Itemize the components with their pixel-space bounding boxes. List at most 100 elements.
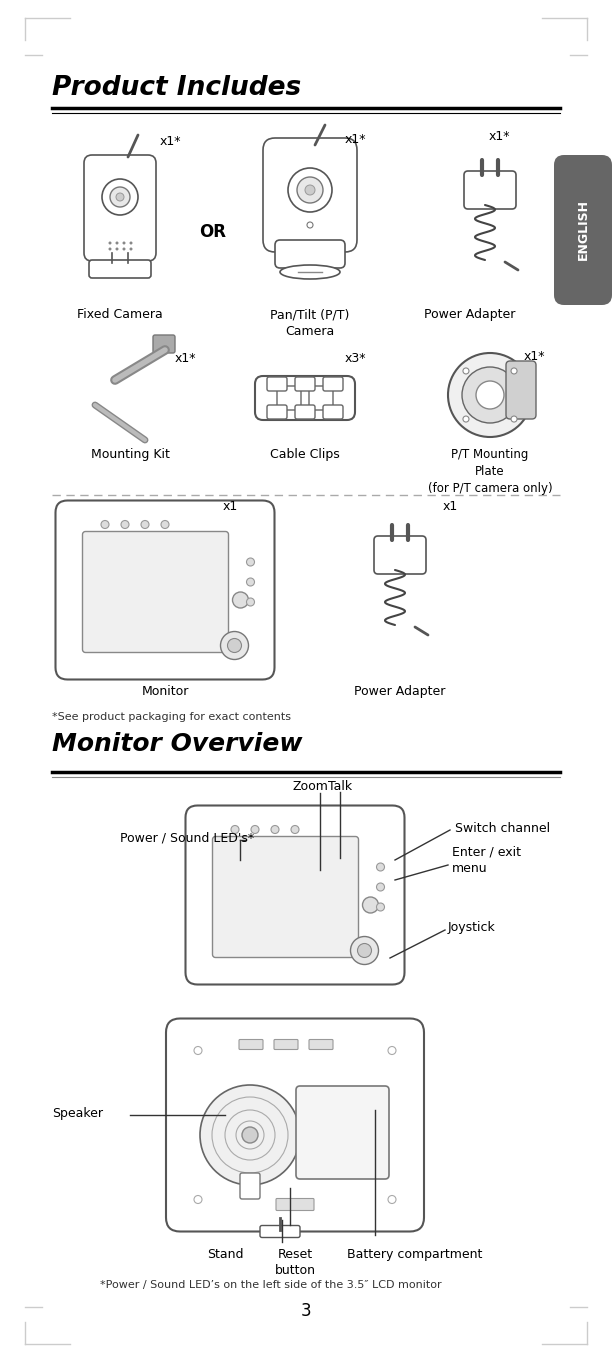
FancyBboxPatch shape [295,377,315,391]
FancyBboxPatch shape [185,805,405,985]
FancyBboxPatch shape [554,155,612,305]
Circle shape [233,592,248,607]
Circle shape [122,241,125,245]
FancyBboxPatch shape [274,1039,298,1050]
Circle shape [231,825,239,834]
Text: Zoom: Zoom [292,780,328,793]
Circle shape [116,241,119,245]
FancyBboxPatch shape [309,1039,333,1050]
FancyBboxPatch shape [267,405,287,419]
FancyBboxPatch shape [263,138,357,252]
Ellipse shape [280,266,340,279]
Text: x1*: x1* [523,350,545,364]
Circle shape [448,353,532,437]
Text: Talk: Talk [328,780,352,793]
Text: OR: OR [200,223,226,241]
Circle shape [511,415,517,422]
Circle shape [376,883,384,891]
FancyBboxPatch shape [255,376,355,419]
Circle shape [141,520,149,528]
Circle shape [194,1046,202,1054]
Text: Power / Sound LED's*: Power / Sound LED's* [120,831,254,844]
Circle shape [130,248,133,251]
Text: x1*: x1* [174,351,196,365]
Text: Battery compartment: Battery compartment [348,1248,483,1261]
FancyBboxPatch shape [267,377,287,391]
FancyBboxPatch shape [323,377,343,391]
Text: Reset
button: Reset button [275,1248,316,1278]
Circle shape [130,241,133,245]
Circle shape [116,193,124,202]
FancyBboxPatch shape [295,405,315,419]
Circle shape [220,632,248,659]
Circle shape [108,248,111,251]
Text: ENGLISH: ENGLISH [577,199,589,260]
Text: *Power / Sound LED’s on the left side of the 3.5″ LCD monitor: *Power / Sound LED’s on the left side of… [100,1280,442,1290]
Text: Speaker: Speaker [52,1106,103,1120]
Text: Joystick: Joystick [448,922,496,934]
Circle shape [376,903,384,911]
Circle shape [305,185,315,195]
Circle shape [200,1086,300,1185]
Circle shape [476,381,504,409]
Text: x1*: x1* [344,133,366,146]
Circle shape [108,241,111,245]
Circle shape [511,368,517,375]
Circle shape [362,898,378,913]
FancyBboxPatch shape [83,531,228,652]
Circle shape [122,248,125,251]
FancyBboxPatch shape [166,1019,424,1231]
Text: Cable Clips: Cable Clips [270,448,340,460]
Circle shape [388,1046,396,1054]
Circle shape [102,178,138,215]
FancyBboxPatch shape [239,1039,263,1050]
FancyBboxPatch shape [276,1199,314,1211]
Text: Switch channel: Switch channel [455,821,550,835]
Circle shape [194,1196,202,1204]
Text: x1: x1 [442,500,458,513]
FancyBboxPatch shape [260,1226,300,1238]
FancyBboxPatch shape [464,172,516,208]
Circle shape [291,825,299,834]
Text: Fixed Camera: Fixed Camera [77,308,163,321]
FancyBboxPatch shape [153,335,175,353]
Text: *See product packaging for exact contents: *See product packaging for exact content… [52,712,291,722]
Circle shape [247,558,255,567]
FancyBboxPatch shape [323,405,343,419]
Circle shape [116,248,119,251]
FancyBboxPatch shape [506,361,536,419]
Text: Monitor Overview: Monitor Overview [52,731,302,756]
Circle shape [462,366,518,424]
Text: Stand: Stand [207,1248,243,1261]
Circle shape [247,598,255,606]
FancyBboxPatch shape [277,385,301,410]
Text: P/T Mounting
Plate
(for P/T camera only): P/T Mounting Plate (for P/T camera only) [428,448,552,494]
FancyBboxPatch shape [56,500,275,680]
Circle shape [101,520,109,528]
Circle shape [271,825,279,834]
Circle shape [307,222,313,227]
FancyBboxPatch shape [275,240,345,268]
Circle shape [357,944,371,957]
Text: Mounting Kit: Mounting Kit [91,448,170,460]
FancyBboxPatch shape [84,155,156,262]
Circle shape [388,1196,396,1204]
Circle shape [251,825,259,834]
FancyBboxPatch shape [309,385,333,410]
FancyBboxPatch shape [374,537,426,573]
Circle shape [463,368,469,375]
FancyBboxPatch shape [89,260,151,278]
FancyBboxPatch shape [296,1086,389,1179]
Text: Enter / exit
menu: Enter / exit menu [452,846,521,874]
Circle shape [247,577,255,586]
Circle shape [121,520,129,528]
Text: x1*: x1* [159,135,181,148]
FancyBboxPatch shape [240,1173,260,1199]
Circle shape [297,177,323,203]
Circle shape [228,639,242,652]
Circle shape [351,937,378,964]
Circle shape [463,415,469,422]
Text: Power Adapter: Power Adapter [354,685,446,697]
Text: Power Adapter: Power Adapter [424,308,516,321]
Text: x1*: x1* [488,129,510,143]
